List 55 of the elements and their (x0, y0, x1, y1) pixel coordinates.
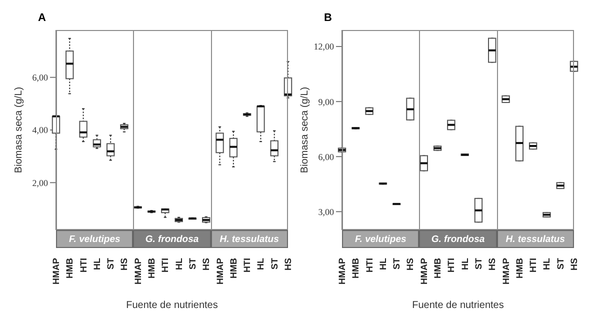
x-tick-label: HMB (146, 258, 157, 278)
x-tick-label: HMB (432, 258, 443, 278)
y-tick-label: 9,00 (318, 96, 334, 107)
x-tick-label: HTI (364, 258, 374, 272)
x-axis-title: Fuente de nutrientes (412, 300, 504, 311)
x-tick-label: HTI (242, 258, 252, 272)
x-axis-title: Fuente de nutrientes (126, 300, 218, 311)
x-tick-label: HL (92, 258, 102, 270)
x-tick-label: HL (256, 258, 266, 270)
x-tick-label: HL (378, 258, 388, 270)
x-tick-label: HS (119, 258, 130, 271)
y-tick-label: 4,00 (32, 125, 48, 136)
y-tick-label: 12,00 (314, 42, 334, 52)
x-tick-label: HTI (446, 258, 456, 272)
x-tick-label: ST (555, 258, 566, 270)
x-tick-label: ST (473, 258, 484, 270)
x-tick-label: HMB (350, 258, 361, 278)
x-tick-label: HMAP (132, 258, 143, 284)
x-tick-label: HMAP (51, 258, 61, 284)
x-tick-label: HMB (228, 258, 238, 278)
x-tick-label: HS (283, 258, 293, 271)
x-tick-label: ST (269, 258, 280, 270)
y-axis-title: Biomasa seca (g/L) (14, 86, 25, 174)
y-tick-label: 6,00 (32, 72, 48, 83)
x-tick-label: ST (392, 258, 402, 270)
text: G. frondosa (145, 234, 199, 244)
text: G. frondosa (431, 234, 485, 244)
x-tick-label: HL (542, 258, 552, 270)
x-tick-label: ST (187, 258, 198, 270)
text: F. velutipes (69, 234, 120, 244)
text: H. tessulatus (220, 234, 279, 244)
text: F. velutipes (355, 234, 406, 244)
x-tick-label: HL (174, 258, 184, 270)
x-tick-label: HS (487, 258, 498, 271)
x-tick-label: HMAP (500, 258, 511, 284)
x-tick-label: HS (569, 258, 579, 271)
x-tick-label: HTI (160, 258, 170, 272)
y-tick-label: 2,00 (32, 178, 48, 188)
y-tick-label: 6,00 (318, 152, 334, 162)
text: H. tessulatus (506, 234, 565, 244)
x-tick-label: HL (460, 258, 470, 270)
x-tick-label: HMAP (418, 258, 429, 284)
x-tick-label: HMB (514, 258, 524, 278)
chart-title: A (38, 12, 46, 24)
x-tick-label: ST (106, 258, 116, 270)
chart-title: B (324, 12, 332, 24)
x-tick-label: HTI (78, 258, 88, 272)
x-tick-label: HMAP (337, 258, 347, 284)
x-tick-label: HS (201, 258, 212, 271)
x-tick-label: HMAP (214, 258, 225, 284)
x-tick-label: HMB (64, 258, 75, 278)
x-tick-label: HS (405, 258, 416, 271)
y-tick-label: 3,00 (318, 206, 334, 217)
x-tick-label: HTI (528, 258, 538, 272)
y-axis-title: Biomasa seca (g/L) (300, 86, 311, 174)
